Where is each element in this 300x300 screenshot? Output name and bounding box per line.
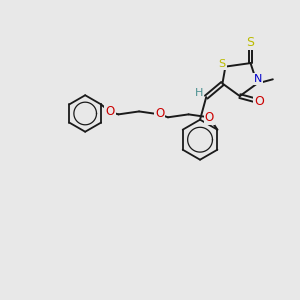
Text: S: S: [218, 59, 225, 69]
Text: N: N: [254, 74, 262, 84]
Text: S: S: [247, 36, 254, 49]
Text: O: O: [254, 95, 264, 108]
Text: O: O: [155, 107, 164, 120]
Text: O: O: [205, 110, 214, 124]
Text: H: H: [195, 88, 203, 98]
Text: O: O: [106, 105, 115, 118]
